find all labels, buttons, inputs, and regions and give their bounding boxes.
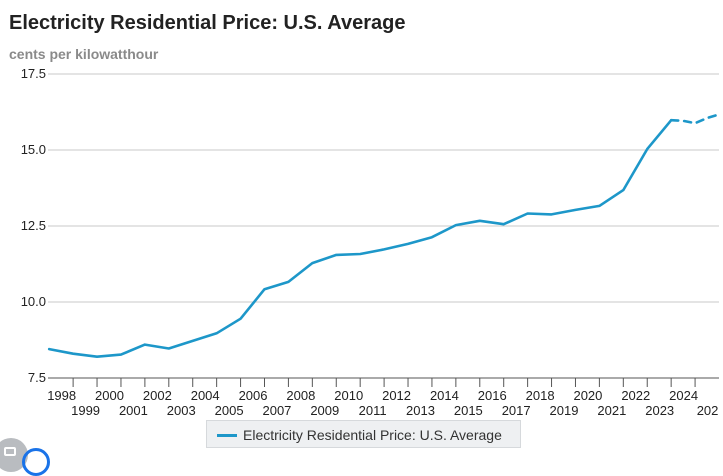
- chart-title: Electricity Residential Price: U.S. Aver…: [9, 12, 406, 34]
- series-line: [47, 118, 673, 359]
- x-tick-label: 2016: [478, 388, 507, 403]
- x-tick-label: 2022: [621, 388, 650, 403]
- chart-legend[interactable]: Electricity Residential Price: U.S. Aver…: [206, 420, 521, 448]
- forecast-series-line: [669, 113, 721, 125]
- data-point: [503, 224, 504, 225]
- x-tick-label: 2023: [645, 403, 674, 418]
- x-tick-label: 2014: [430, 388, 459, 403]
- data-point: [288, 281, 289, 282]
- data-point: [73, 353, 74, 354]
- data-point: [718, 114, 719, 115]
- camera-icon: [4, 447, 16, 456]
- x-tick-label: 2003: [167, 403, 196, 418]
- x-tick-label: 2018: [526, 388, 555, 403]
- x-tick-label: 2024: [669, 388, 698, 403]
- x-tick-label: 2015: [454, 403, 483, 418]
- x-tick-label: 2007: [262, 403, 291, 418]
- data-point: [706, 117, 707, 118]
- data-point: [623, 190, 624, 191]
- x-tick-label: 2013: [406, 403, 435, 418]
- data-point: [479, 220, 480, 221]
- x-tick-label: 2021: [597, 403, 626, 418]
- data-point: [312, 262, 313, 263]
- x-tick-label: 2002: [143, 388, 172, 403]
- data-point: [431, 237, 432, 238]
- data-point: [49, 349, 50, 350]
- data-point: [551, 214, 552, 215]
- data-point: [575, 209, 576, 210]
- data-point: [694, 123, 695, 124]
- data-point: [383, 249, 384, 250]
- x-tick-label: 2001: [119, 403, 148, 418]
- x-tick-label: 2010: [334, 388, 363, 403]
- y-tick-label: 12.5: [21, 218, 46, 233]
- data-point: [599, 205, 600, 206]
- data-point: [407, 243, 408, 244]
- x-tick-label: 2020: [573, 388, 602, 403]
- y-tick-label: 15.0: [21, 142, 46, 157]
- x-tick-label: 202: [697, 403, 719, 418]
- data-point: [683, 120, 684, 121]
- legend-swatch: [217, 434, 237, 437]
- data-point: [120, 354, 121, 355]
- y-tick-label: 17.5: [21, 66, 46, 81]
- x-tick-label: 2000: [95, 388, 124, 403]
- x-tick-label: 1998: [47, 388, 76, 403]
- data-point: [647, 148, 648, 149]
- data-point: [264, 289, 265, 290]
- data-point: [455, 224, 456, 225]
- x-tick-label: 2004: [191, 388, 220, 403]
- legend-label: Electricity Residential Price: U.S. Aver…: [243, 427, 502, 443]
- data-point: [216, 333, 217, 334]
- x-tick-label: 2006: [239, 388, 268, 403]
- x-tick-label: 2008: [286, 388, 315, 403]
- data-point: [192, 340, 193, 341]
- x-tick-label: 2012: [382, 388, 411, 403]
- y-tick-label: 7.5: [28, 370, 46, 385]
- x-tick-label: 2017: [502, 403, 531, 418]
- data-point: [527, 213, 528, 214]
- x-tick-label: 2009: [310, 403, 339, 418]
- data-point: [168, 348, 169, 349]
- x-tick-label: 1999: [71, 403, 100, 418]
- x-tick-label: 2011: [359, 403, 387, 418]
- chart-subtitle: cents per kilowatthour: [9, 46, 159, 62]
- data-point: [240, 318, 241, 319]
- data-point: [671, 120, 672, 121]
- lens-ring-icon[interactable]: [22, 448, 50, 476]
- data-point: [336, 254, 337, 255]
- data-point: [360, 253, 361, 254]
- data-point: [96, 356, 97, 357]
- x-tick-label: 2019: [550, 403, 579, 418]
- y-tick-label: 10.0: [21, 294, 46, 309]
- x-tick-label: 2005: [215, 403, 244, 418]
- data-point: [144, 344, 145, 345]
